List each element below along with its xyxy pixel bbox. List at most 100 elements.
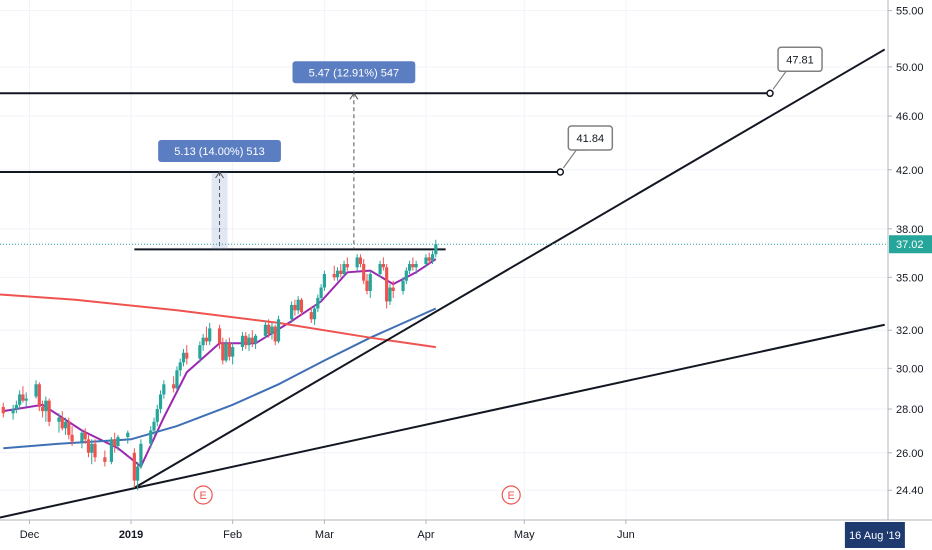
candle-body-38 [185,352,189,359]
last-price-badge [889,235,932,254]
candle-body-14 [67,421,71,435]
trendline-0[interactable] [0,323,885,519]
moving-average-line-2 [0,293,436,349]
candle-body-25 [126,432,130,438]
candle-body-52 [253,335,258,344]
candle-body-2 [14,404,18,410]
price-tick-label-4: 38.00 [896,224,924,236]
candle-body-42 [208,328,212,342]
candle-body-37 [181,352,186,363]
price-tick-label-1: 50.00 [896,62,924,74]
price-tick-label-9: 26.00 [896,448,924,460]
candle-body-7 [37,384,41,407]
candle-body-89 [430,254,435,261]
time-tick-label-0: Dec [20,529,40,541]
candle-body-78 [381,264,385,268]
candle-body-17 [83,432,87,440]
price-tick-label-3: 42.00 [896,165,924,177]
candle-body-59 [293,304,297,311]
time-axis-bg [0,520,932,550]
time-tick-label-2: Feb [223,529,242,541]
callout-box-1[interactable] [567,125,614,151]
candle-body-32 [158,394,163,410]
candle-body-63 [312,308,317,320]
candle-body-90 [434,244,438,255]
candle-body-58 [290,304,294,320]
candle-body-73 [358,257,363,265]
candle-body-33 [162,384,166,395]
candle-body-53 [263,324,268,336]
candle-body-9 [44,400,48,412]
candle-body-72 [355,257,359,268]
callout-pointer-0 [772,70,797,90]
candle-body-28 [139,443,143,467]
candle-body-82 [401,280,405,291]
moving-average-line-0 [3,258,437,469]
candle-body-30 [152,421,156,431]
candle-body-15 [70,434,74,442]
time-tick-label-5: May [514,529,535,541]
candle-body-5 [24,398,28,401]
candle-body-50 [247,337,251,346]
earnings-marker-1[interactable] [501,485,521,505]
candle-body-10 [47,400,51,422]
candle-body-16 [80,432,84,442]
candle-body-13 [63,421,68,429]
earnings-marker-0[interactable] [193,485,213,505]
candle-body-60 [296,299,300,311]
candle-body-21 [103,457,107,462]
measure-label-box-1[interactable] [158,140,281,163]
candle-body-20 [93,443,97,458]
candle-body-74 [362,264,366,281]
candle-body-68 [335,270,340,278]
candle-body-39 [198,345,202,359]
candle-body-55 [270,326,274,334]
candle-body-62 [309,312,313,320]
candle-body-4 [21,394,25,401]
time-tick-label-4: Apr [417,529,434,541]
indicator-lines [0,258,437,469]
measure-label-box-0[interactable] [292,61,416,84]
candle-body-61 [299,299,304,313]
candle-body-45 [224,343,228,361]
crosshair-date-label: 16 Aug '19 [849,530,901,542]
candle-body-84 [407,264,412,271]
candle-body-0 [1,406,5,414]
earnings-marker-label-0: E [199,490,206,502]
candle-body-54 [267,324,271,334]
candle-body-80 [388,287,392,302]
time-tick-label-6: Jun [617,529,635,541]
candle-body-56 [273,326,277,342]
candle-body-51 [250,337,254,344]
candle-body-40 [201,337,205,346]
callout-label-0: 47.81 [786,54,814,66]
candle-body-81 [391,287,395,291]
price-tick-label-5: 35.00 [896,272,924,284]
candle-body-34 [172,384,176,389]
candle-body-57 [276,319,281,342]
candle-body-64 [316,297,320,309]
candle-body-49 [244,335,248,346]
candle-body-11 [57,417,61,422]
candle-body-77 [378,264,382,274]
candle-body-8 [40,406,45,412]
candle-body-41 [204,337,209,342]
candle-body-66 [322,273,326,288]
candle-body-71 [345,264,349,268]
candle-body-43 [217,328,222,344]
moving-average-line-1 [3,307,437,450]
candle-body-29 [149,430,153,444]
callout-pointer-1 [562,149,587,169]
candle-body-65 [319,287,323,298]
measure-label-1: 5.13 (14.00%) 513 [174,146,265,158]
time-tick-label-3: Mar [315,529,334,541]
candle-body-69 [339,270,343,274]
candle-body-27 [136,466,140,481]
trendline-1[interactable] [133,48,886,489]
candle-body-19 [90,443,94,453]
price-tick-label-6: 32.00 [896,325,924,337]
callout-box-0[interactable] [777,46,823,73]
